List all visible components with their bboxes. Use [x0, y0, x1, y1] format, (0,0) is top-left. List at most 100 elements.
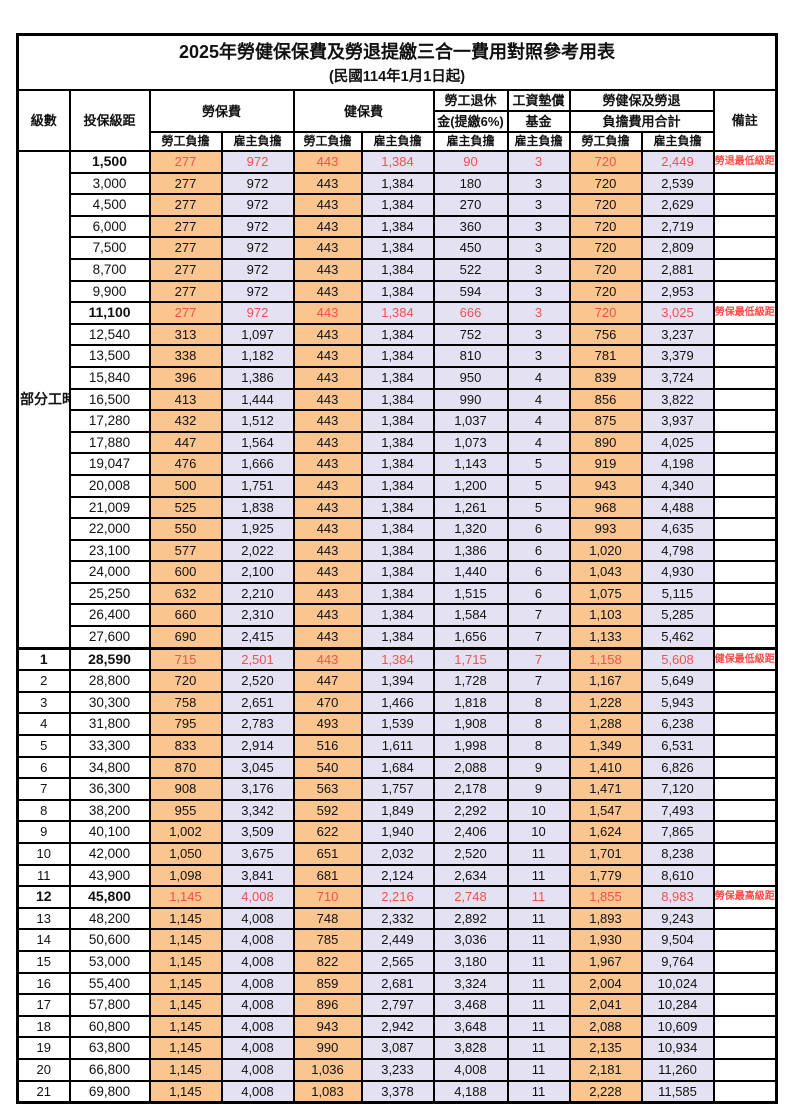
cell-insured-bracket: 8,700	[68, 257, 151, 282]
table-row: 16,500 413 1,444 443 1,384 990 4 856 3,8…	[18, 387, 778, 412]
cell-note: 勞退最低級距	[712, 150, 778, 174]
cell-health-insurance-employer: 1,384	[360, 538, 435, 563]
cell-wage-fund-employer: 5	[506, 473, 571, 498]
cell-labor-insurance-employee: 1,098	[148, 863, 223, 888]
cell-pension-employer: 950	[432, 365, 509, 390]
cell-health-insurance-employer: 1,384	[360, 603, 435, 628]
cell-health-insurance-employer: 2,797	[360, 993, 435, 1017]
cell-labor-insurance-employee: 720	[148, 669, 223, 693]
cell-wage-fund-employer: 4	[506, 430, 571, 455]
cell-wage-fund-employer: 11	[506, 885, 571, 909]
cell-insured-bracket: 40,100	[68, 820, 151, 844]
cell-note	[712, 906, 778, 931]
cell-note	[712, 214, 778, 239]
table-title: 2025年勞健保保費及勞退提繳三合一費用對照參考用表	[179, 42, 616, 62]
table-row: 6 34,800 870 3,045 540 1,684 2,088 9 1,4…	[16, 755, 778, 780]
table-row: 10 42,000 1,050 3,675 651 2,032 2,520 11…	[16, 842, 778, 866]
cell-total-employee: 1,349	[568, 734, 643, 758]
table-row: 5 33,300 833 2,914 516 1,611 1,998 8 1,3…	[16, 734, 778, 758]
cell-insured-bracket: 7,500	[68, 236, 151, 260]
cell-total-employer: 3,822	[640, 387, 715, 412]
cell-total-employee: 1,075	[568, 581, 643, 606]
cell-health-insurance-employee: 563	[292, 777, 363, 801]
cell-labor-insurance-employee: 447	[148, 430, 223, 455]
cell-total-employee: 2,041	[568, 993, 643, 1017]
cell-labor-insurance-employee: 1,145	[148, 1036, 223, 1060]
cell-health-insurance-employee: 443	[292, 193, 363, 217]
cell-labor-insurance-employee: 396	[148, 365, 223, 390]
cell-note	[712, 344, 778, 368]
cell-labor-insurance-employer: 972	[220, 150, 295, 174]
cell-note	[712, 949, 778, 974]
cell-level: 10	[16, 842, 71, 866]
cell-health-insurance-employer: 3,378	[360, 1079, 435, 1104]
cell-wage-fund-employer: 3	[506, 322, 571, 347]
cell-total-employer: 9,764	[640, 949, 715, 974]
table-row: 18 60,800 1,145 4,008 943 2,942 3,648 11…	[16, 1014, 778, 1039]
cell-insured-bracket: 28,590	[68, 646, 151, 672]
cell-health-insurance-employee: 443	[292, 603, 363, 628]
cell-total-employee: 1,228	[568, 690, 643, 715]
cell-pension-employer: 1,515	[432, 581, 509, 606]
cell-health-insurance-employer: 1,384	[360, 495, 435, 520]
cell-total-employer: 7,865	[640, 820, 715, 844]
cell-labor-insurance-employer: 1,838	[220, 495, 295, 520]
cell-wage-fund-employer: 3	[506, 279, 571, 304]
cell-labor-insurance-employer: 3,509	[220, 820, 295, 844]
cell-wage-fund-employer: 4	[506, 387, 571, 412]
cell-level: 18	[16, 1014, 71, 1039]
cell-level: 3	[16, 690, 71, 715]
cell-total-employee: 1,471	[568, 777, 643, 801]
cell-labor-insurance-employer: 4,008	[220, 971, 295, 996]
subheader-wage-fund-employer: 雇主負擔	[506, 131, 571, 152]
cell-total-employer: 2,809	[640, 236, 715, 260]
cell-labor-insurance-employee: 277	[148, 301, 223, 325]
cell-labor-insurance-employer: 1,386	[220, 365, 295, 390]
cell-pension-employer: 1,656	[432, 625, 509, 650]
cell-level: 2	[16, 669, 71, 693]
cell-level: 7	[16, 777, 71, 801]
cell-total-employee: 720	[568, 279, 643, 304]
cell-health-insurance-employer: 2,565	[360, 949, 435, 974]
cell-labor-insurance-employee: 500	[148, 473, 223, 498]
cell-note	[712, 517, 778, 541]
cell-wage-fund-employer: 10	[506, 798, 571, 823]
cell-note	[712, 1079, 778, 1104]
cell-labor-insurance-employee: 577	[148, 538, 223, 563]
table-row: 17 57,800 1,145 4,008 896 2,797 3,468 11…	[16, 993, 778, 1017]
cell-wage-fund-employer: 11	[506, 863, 571, 888]
cell-health-insurance-employer: 3,233	[360, 1057, 435, 1082]
cell-insured-bracket: 34,800	[68, 755, 151, 780]
cell-labor-insurance-employer: 972	[220, 236, 295, 260]
cell-total-employee: 1,547	[568, 798, 643, 823]
cell-labor-insurance-employer: 4,008	[220, 928, 295, 952]
cell-health-insurance-employer: 2,942	[360, 1014, 435, 1039]
cell-pension-employer: 1,200	[432, 473, 509, 498]
table-row: 17,880 447 1,564 443 1,384 1,073 4 890 4…	[18, 430, 778, 455]
cell-labor-insurance-employee: 1,145	[148, 906, 223, 931]
cell-pension-employer: 2,406	[432, 820, 509, 844]
cell-level: 11	[16, 863, 71, 888]
cell-insured-bracket: 12,540	[68, 322, 151, 347]
cell-level: 14	[16, 928, 71, 952]
premium-reference-table: 2025年勞健保保費及勞退提繳三合一費用對照參考用表 (民國114年1月1日起)…	[16, 33, 779, 1105]
cell-labor-insurance-employee: 476	[148, 452, 223, 476]
cell-note	[712, 863, 778, 888]
cell-pension-employer: 3,036	[432, 928, 509, 952]
cell-health-insurance-employee: 592	[292, 798, 363, 823]
cell-total-employer: 10,024	[640, 971, 715, 996]
cell-wage-fund-employer: 11	[506, 842, 571, 866]
cell-level: 12	[16, 885, 71, 909]
cell-labor-insurance-employee: 795	[148, 712, 223, 737]
cell-level: 15	[16, 949, 71, 974]
cell-wage-fund-employer: 5	[506, 495, 571, 520]
cell-wage-fund-employer: 7	[506, 646, 571, 672]
cell-health-insurance-employee: 443	[292, 301, 363, 325]
cell-insured-bracket: 31,800	[68, 712, 151, 737]
cell-health-insurance-employer: 1,384	[360, 517, 435, 541]
cell-level: 4	[16, 712, 71, 737]
cell-wage-fund-employer: 7	[506, 603, 571, 628]
cell-level: 8	[16, 798, 71, 823]
cell-labor-insurance-employer: 4,008	[220, 1036, 295, 1060]
cell-total-employee: 890	[568, 430, 643, 455]
